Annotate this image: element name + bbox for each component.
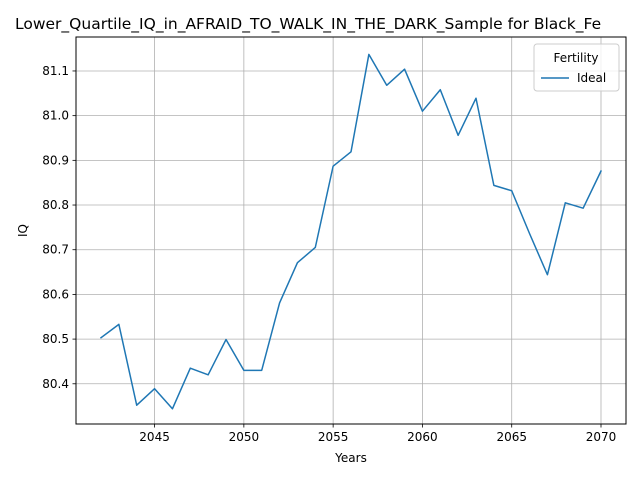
y-tick-labels: 80.4 80.5 80.6 80.7 80.8 80.9 81.0 81.1 — [42, 64, 69, 391]
y-tick-label: 81.1 — [42, 64, 69, 78]
x-tick-label: 2065 — [496, 430, 527, 444]
y-tick-label: 80.7 — [42, 243, 69, 257]
x-tick-label: 2045 — [139, 430, 170, 444]
y-tick-label: 80.9 — [42, 153, 69, 167]
plot-area — [76, 37, 626, 424]
chart-title: Lower_Quartile_IQ_in_AFRAID_TO_WALK_IN_T… — [15, 15, 601, 34]
x-tick-label: 2050 — [229, 430, 260, 444]
y-tick-label: 81.0 — [42, 109, 69, 123]
y-tick-label: 80.4 — [42, 377, 69, 391]
y-axis-label: IQ — [16, 224, 30, 237]
legend: Fertility Ideal — [534, 44, 619, 91]
legend-label-ideal: Ideal — [577, 71, 606, 85]
x-tick-label: 2060 — [407, 430, 438, 444]
y-tick-label: 80.8 — [42, 198, 69, 212]
x-tick-label: 2055 — [318, 430, 349, 444]
x-tick-label: 2070 — [586, 430, 617, 444]
x-axis-label: Years — [334, 451, 367, 465]
legend-title: Fertility — [553, 51, 598, 65]
x-tick-labels: 2045 2050 2055 2060 2065 2070 — [139, 430, 616, 444]
y-tick-label: 80.6 — [42, 287, 69, 301]
y-tick-label: 80.5 — [42, 332, 69, 346]
